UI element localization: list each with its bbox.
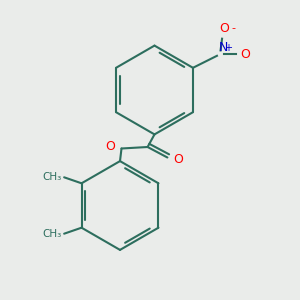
- Text: O: O: [105, 140, 115, 153]
- Text: O: O: [220, 22, 230, 35]
- Text: N: N: [218, 41, 228, 54]
- Text: O: O: [240, 48, 250, 61]
- Text: -: -: [231, 23, 235, 33]
- Text: CH₃: CH₃: [42, 172, 61, 182]
- Text: +: +: [224, 43, 232, 53]
- Text: CH₃: CH₃: [42, 229, 61, 239]
- Text: O: O: [173, 153, 183, 167]
